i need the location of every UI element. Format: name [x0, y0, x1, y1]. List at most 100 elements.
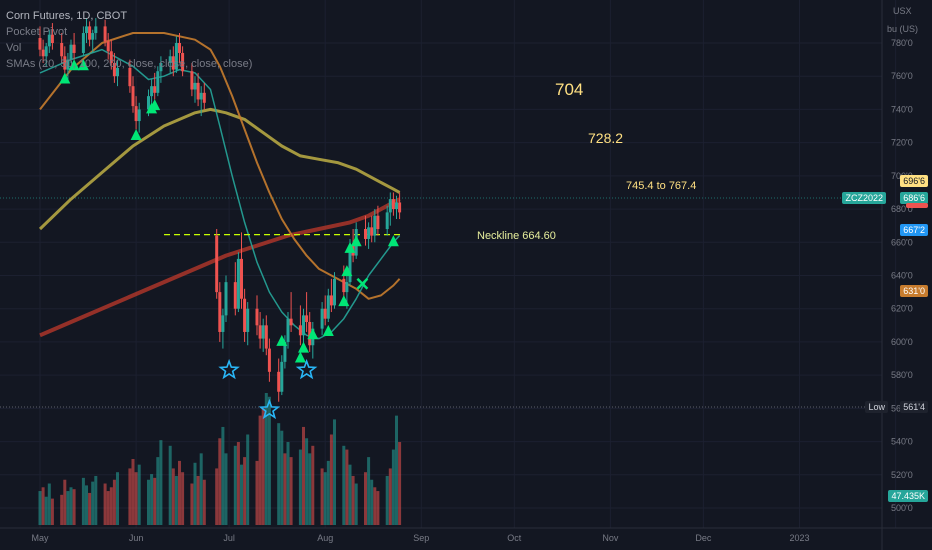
time-tick-label: Dec — [695, 533, 712, 543]
candlesticks — [38, 18, 402, 402]
time-tick-label: Aug — [317, 533, 333, 543]
volume-bar — [218, 438, 222, 525]
volume-bar — [298, 449, 302, 525]
price-tick-label: 780'0 — [891, 38, 913, 48]
candle-body — [150, 86, 154, 97]
candle-body — [388, 199, 392, 213]
price-tick-label: 520'0 — [891, 470, 913, 480]
volume-bar — [153, 477, 157, 525]
volume-bar — [224, 453, 228, 525]
volume-bar — [277, 423, 281, 525]
candle-body — [66, 59, 70, 70]
volume-bar — [171, 468, 175, 525]
volume-bar — [91, 481, 95, 525]
candle-body — [190, 71, 194, 90]
pocket-pivot-marker — [307, 328, 319, 340]
legend-indicator-pocket-pivot[interactable]: Pocket Pivot — [6, 26, 68, 38]
volume-bar — [329, 434, 333, 525]
volume-bar — [305, 438, 309, 525]
volume-bar — [66, 491, 70, 525]
price-tag-sma20: 667'2 — [900, 224, 928, 236]
candle-body — [398, 202, 402, 213]
candle-body — [147, 96, 150, 110]
candle-body — [243, 298, 247, 332]
pocket-pivot-marker — [77, 59, 89, 71]
volume-bar — [131, 459, 135, 525]
volume-bar — [103, 483, 107, 525]
candle-body — [280, 361, 284, 392]
volume-bar — [264, 393, 268, 525]
candle-body — [174, 43, 178, 70]
low-label-tag: Low — [865, 401, 888, 413]
legend-indicator-volume[interactable]: Vol — [6, 42, 22, 54]
candle-body — [323, 308, 327, 319]
volume-bar — [240, 464, 243, 525]
volume-bar — [106, 491, 110, 525]
candle-body — [112, 62, 116, 77]
volume-bar — [348, 464, 352, 525]
candle-body — [385, 212, 389, 229]
candle-body — [196, 82, 200, 100]
candle-body — [395, 202, 398, 210]
price-axis[interactable]: 780'0760'0740'0720'0700'0680'0660'0640'0… — [881, 0, 913, 550]
time-axis[interactable]: May Jun Jul Aug Sep Oct Nov Dec 2023 — [0, 527, 932, 543]
pocket-pivot-marker — [350, 235, 362, 247]
candle-body — [224, 282, 228, 316]
legend-indicator-smas[interactable]: SMAs (20, 50, 100, 200, close, close, cl… — [6, 58, 253, 70]
candle-body — [302, 315, 305, 336]
candle-body — [178, 43, 181, 53]
candle-body — [103, 26, 107, 42]
volume-bar — [289, 457, 293, 525]
volume-bar — [376, 491, 380, 525]
volume-bar — [395, 415, 398, 525]
candle-body — [261, 325, 265, 339]
volume-bar — [215, 468, 219, 525]
volume-bar — [398, 442, 402, 525]
candle-body — [94, 26, 98, 34]
volume-bar — [38, 491, 42, 525]
pocket-pivot-marker — [276, 334, 288, 346]
volume-bar — [373, 487, 377, 525]
candle-body — [246, 308, 250, 332]
pocket-pivot-marker — [294, 351, 306, 363]
pocket-pivot-marker — [322, 324, 334, 336]
volume-bar — [246, 434, 250, 525]
volume-bar — [302, 426, 305, 525]
volume-bar — [367, 457, 371, 525]
candle-body — [367, 227, 371, 239]
candle-body — [283, 341, 287, 362]
candle-body — [221, 315, 225, 332]
candle-body — [342, 278, 346, 293]
volume-bar — [233, 445, 237, 525]
volume-bar — [181, 472, 185, 525]
candle-body — [153, 86, 157, 93]
candle-body — [305, 315, 309, 322]
time-tick-label: Nov — [602, 533, 619, 543]
price-tag-sma200 — [906, 203, 928, 208]
volume-bar — [280, 430, 284, 525]
target-label-704: 704 — [555, 80, 584, 99]
sma-200-line — [39, 197, 401, 338]
price-tag-last: 686'6 — [900, 192, 928, 204]
sma-20-line — [39, 48, 401, 340]
candle-body — [63, 56, 67, 70]
volume-bar — [196, 475, 200, 525]
volume-bar — [168, 445, 172, 525]
candle-body — [41, 49, 45, 57]
star-marker — [258, 398, 281, 420]
pocket-pivot-marker — [149, 99, 161, 111]
volume-bar — [323, 472, 327, 525]
price-tick-label: 500'0 — [891, 503, 913, 513]
candle-body — [181, 52, 185, 72]
time-tick-label: Jun — [129, 533, 144, 543]
volume-bar — [333, 419, 336, 525]
volume-bar — [243, 457, 247, 525]
price-tick-label: 620'0 — [891, 304, 913, 314]
target-range-label: 745.4 to 767.4 — [626, 180, 697, 192]
legend-title[interactable]: Corn Futures, 1D, CBOT — [6, 10, 128, 22]
moving-averages — [38, 32, 403, 340]
candle-body — [72, 44, 76, 53]
candle-body — [137, 109, 141, 122]
candle-body — [116, 67, 119, 77]
